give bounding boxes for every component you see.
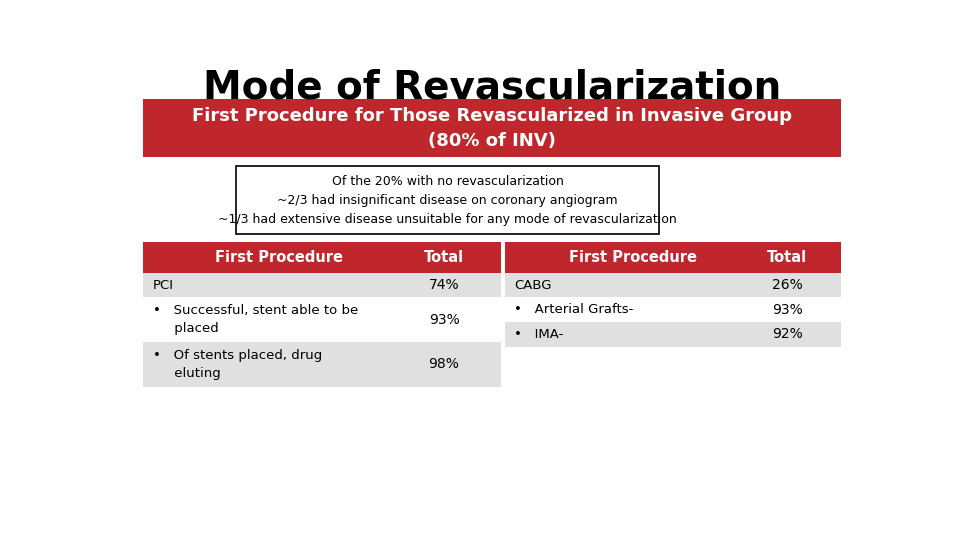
Text: 93%: 93% xyxy=(772,302,803,316)
Text: PCI: PCI xyxy=(153,279,174,292)
Text: •   Successful, stent able to be
     placed: • Successful, stent able to be placed xyxy=(153,304,358,335)
FancyBboxPatch shape xyxy=(143,99,841,157)
FancyBboxPatch shape xyxy=(143,298,501,342)
Text: Of the 20% with no revascularization
~2/3 had insignificant disease on coronary : Of the 20% with no revascularization ~2/… xyxy=(218,175,677,226)
FancyBboxPatch shape xyxy=(236,166,659,234)
Text: 98%: 98% xyxy=(428,357,460,372)
FancyBboxPatch shape xyxy=(143,242,501,273)
Text: 74%: 74% xyxy=(429,278,459,292)
Text: Total: Total xyxy=(424,250,464,265)
Text: CABG: CABG xyxy=(515,279,552,292)
FancyBboxPatch shape xyxy=(505,298,841,322)
Text: First Procedure: First Procedure xyxy=(568,250,697,265)
Text: 93%: 93% xyxy=(428,313,460,327)
Text: 92%: 92% xyxy=(772,327,803,341)
Text: 26%: 26% xyxy=(772,278,803,292)
FancyBboxPatch shape xyxy=(505,322,841,347)
FancyBboxPatch shape xyxy=(143,342,501,387)
Text: First Procedure: First Procedure xyxy=(215,250,344,265)
Text: •   IMA-: • IMA- xyxy=(515,328,564,341)
Text: Mode of Revascularization: Mode of Revascularization xyxy=(203,69,781,107)
FancyBboxPatch shape xyxy=(505,273,841,298)
Text: Total: Total xyxy=(767,250,807,265)
FancyBboxPatch shape xyxy=(505,242,841,273)
Text: •   Of stents placed, drug
     eluting: • Of stents placed, drug eluting xyxy=(153,349,322,380)
FancyBboxPatch shape xyxy=(143,273,501,298)
Text: •   Arterial Grafts-: • Arterial Grafts- xyxy=(515,303,634,316)
Text: First Procedure for Those Revascularized in Invasive Group
(80% of INV): First Procedure for Those Revascularized… xyxy=(192,107,792,150)
